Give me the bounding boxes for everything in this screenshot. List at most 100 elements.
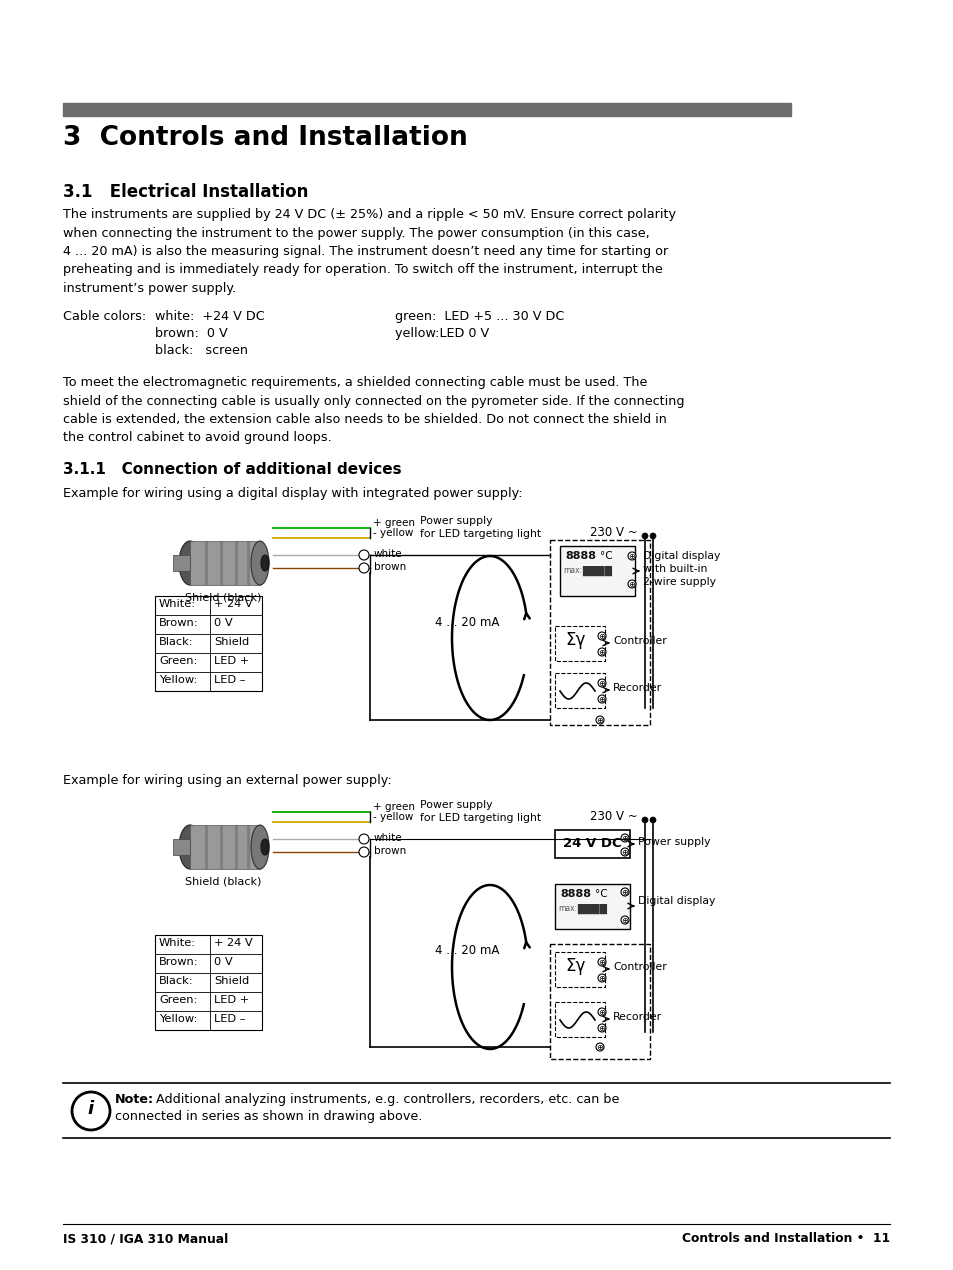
Text: ⊕: ⊕ — [620, 834, 628, 843]
Text: 3  Controls and Installation: 3 Controls and Installation — [63, 124, 467, 151]
Text: max:: max: — [562, 566, 581, 575]
Text: LED –: LED – — [213, 1013, 245, 1024]
Circle shape — [649, 533, 656, 538]
Text: 4 ... 20 mA: 4 ... 20 mA — [435, 616, 498, 629]
Circle shape — [649, 817, 656, 823]
Text: Example for wiring using a digital display with integrated power supply:: Example for wiring using a digital displ… — [63, 486, 522, 500]
Text: for LED targeting light: for LED targeting light — [419, 530, 540, 538]
Text: White:: White: — [159, 599, 196, 610]
Circle shape — [598, 679, 605, 687]
Text: connected in series as shown in drawing above.: connected in series as shown in drawing … — [115, 1110, 422, 1123]
Text: ⊕: ⊕ — [628, 552, 635, 561]
Ellipse shape — [251, 826, 269, 869]
Text: Shield: Shield — [213, 977, 249, 986]
Circle shape — [598, 648, 605, 657]
Bar — [172, 555, 190, 572]
Bar — [205, 541, 208, 585]
Bar — [220, 826, 223, 869]
Text: Shield (black): Shield (black) — [185, 878, 261, 886]
Text: Cable colors:: Cable colors: — [63, 310, 146, 323]
Circle shape — [620, 834, 628, 842]
Text: Digital display: Digital display — [638, 897, 715, 906]
Text: ⊕: ⊕ — [598, 974, 605, 983]
Text: Σγ: Σγ — [564, 631, 585, 649]
Text: for LED targeting light: for LED targeting light — [419, 813, 540, 823]
Text: Digital display: Digital display — [642, 551, 720, 561]
Text: LED –: LED – — [213, 674, 245, 685]
Text: Shield (black): Shield (black) — [185, 593, 261, 603]
Circle shape — [598, 974, 605, 982]
Circle shape — [358, 550, 369, 560]
Circle shape — [641, 533, 647, 538]
Text: ⊕: ⊕ — [598, 958, 605, 966]
Text: Yellow:: Yellow: — [159, 674, 197, 685]
Bar — [247, 541, 250, 585]
Text: Shield: Shield — [213, 638, 249, 646]
Text: IS 310 / IGA 310 Manual: IS 310 / IGA 310 Manual — [63, 1232, 228, 1245]
Text: ████: ████ — [581, 566, 612, 577]
Text: black:   screen: black: screen — [154, 344, 248, 357]
Text: 0 V: 0 V — [213, 618, 233, 627]
Text: Brown:: Brown: — [159, 958, 198, 966]
Bar — [550, 540, 649, 725]
Text: green:  LED +5 ... 30 V DC: green: LED +5 ... 30 V DC — [395, 310, 564, 323]
Text: Power supply: Power supply — [638, 837, 710, 847]
Text: Example for wiring using an external power supply:: Example for wiring using an external pow… — [63, 773, 392, 787]
Text: ⊕: ⊕ — [596, 1043, 603, 1052]
Text: 3.1   Electrical Installation: 3.1 Electrical Installation — [63, 183, 308, 201]
Bar — [220, 541, 223, 585]
Text: ⊕: ⊕ — [598, 1008, 605, 1017]
Bar — [234, 541, 237, 585]
Text: Θ: Θ — [360, 847, 367, 856]
Text: 4 ... 20 mA: 4 ... 20 mA — [435, 944, 498, 958]
Text: The instruments are supplied by 24 V DC (± 25%) and a ripple < 50 mV. Ensure cor: The instruments are supplied by 24 V DC … — [63, 208, 676, 295]
Ellipse shape — [179, 541, 201, 585]
Bar — [247, 826, 250, 869]
Text: ⊕: ⊕ — [598, 1024, 605, 1033]
Bar — [190, 541, 260, 585]
Text: ⊕: ⊕ — [598, 695, 605, 704]
Text: Note:: Note: — [115, 1093, 154, 1106]
Text: - yellow: - yellow — [373, 812, 413, 822]
Bar — [559, 546, 635, 596]
Text: 0 V: 0 V — [213, 958, 233, 966]
Text: + green: + green — [373, 518, 415, 528]
Text: Θ: Θ — [360, 550, 367, 559]
Text: brown: brown — [374, 563, 406, 572]
Text: Controller: Controller — [613, 636, 666, 646]
Circle shape — [598, 958, 605, 966]
Bar — [555, 831, 629, 859]
Circle shape — [598, 1024, 605, 1033]
Text: White:: White: — [159, 939, 196, 947]
Text: Σγ: Σγ — [564, 958, 585, 975]
Text: 24 V DC: 24 V DC — [562, 837, 621, 850]
Text: brown:  0 V: brown: 0 V — [154, 326, 228, 340]
Text: Black:: Black: — [159, 977, 193, 986]
Text: Power supply: Power supply — [419, 516, 492, 526]
Text: i: i — [88, 1100, 94, 1118]
Text: 2-wire supply: 2-wire supply — [642, 577, 716, 587]
Circle shape — [627, 552, 636, 560]
Circle shape — [358, 834, 369, 845]
Text: Additional analyzing instruments, e.g. controllers, recorders, etc. can be: Additional analyzing instruments, e.g. c… — [152, 1093, 618, 1106]
Bar — [190, 826, 260, 869]
Text: max:: max: — [558, 904, 577, 913]
Text: + 24 V: + 24 V — [213, 939, 253, 947]
Text: ████: ████ — [577, 904, 606, 914]
Circle shape — [71, 1092, 110, 1130]
Ellipse shape — [261, 839, 269, 855]
Text: 8888: 8888 — [559, 889, 590, 899]
Circle shape — [620, 916, 628, 925]
Text: ⊕: ⊕ — [620, 916, 628, 925]
Text: Recorder: Recorder — [613, 1012, 661, 1022]
Text: Controls and Installation •  11: Controls and Installation • 11 — [681, 1232, 889, 1245]
Text: white: white — [374, 833, 402, 843]
Text: Controller: Controller — [613, 961, 666, 972]
Bar — [550, 944, 649, 1059]
Text: LED +: LED + — [213, 994, 249, 1005]
Circle shape — [598, 632, 605, 640]
Text: 230 V ~: 230 V ~ — [589, 526, 637, 538]
Circle shape — [358, 847, 369, 857]
Circle shape — [627, 580, 636, 588]
Text: ⊕: ⊕ — [620, 888, 628, 897]
